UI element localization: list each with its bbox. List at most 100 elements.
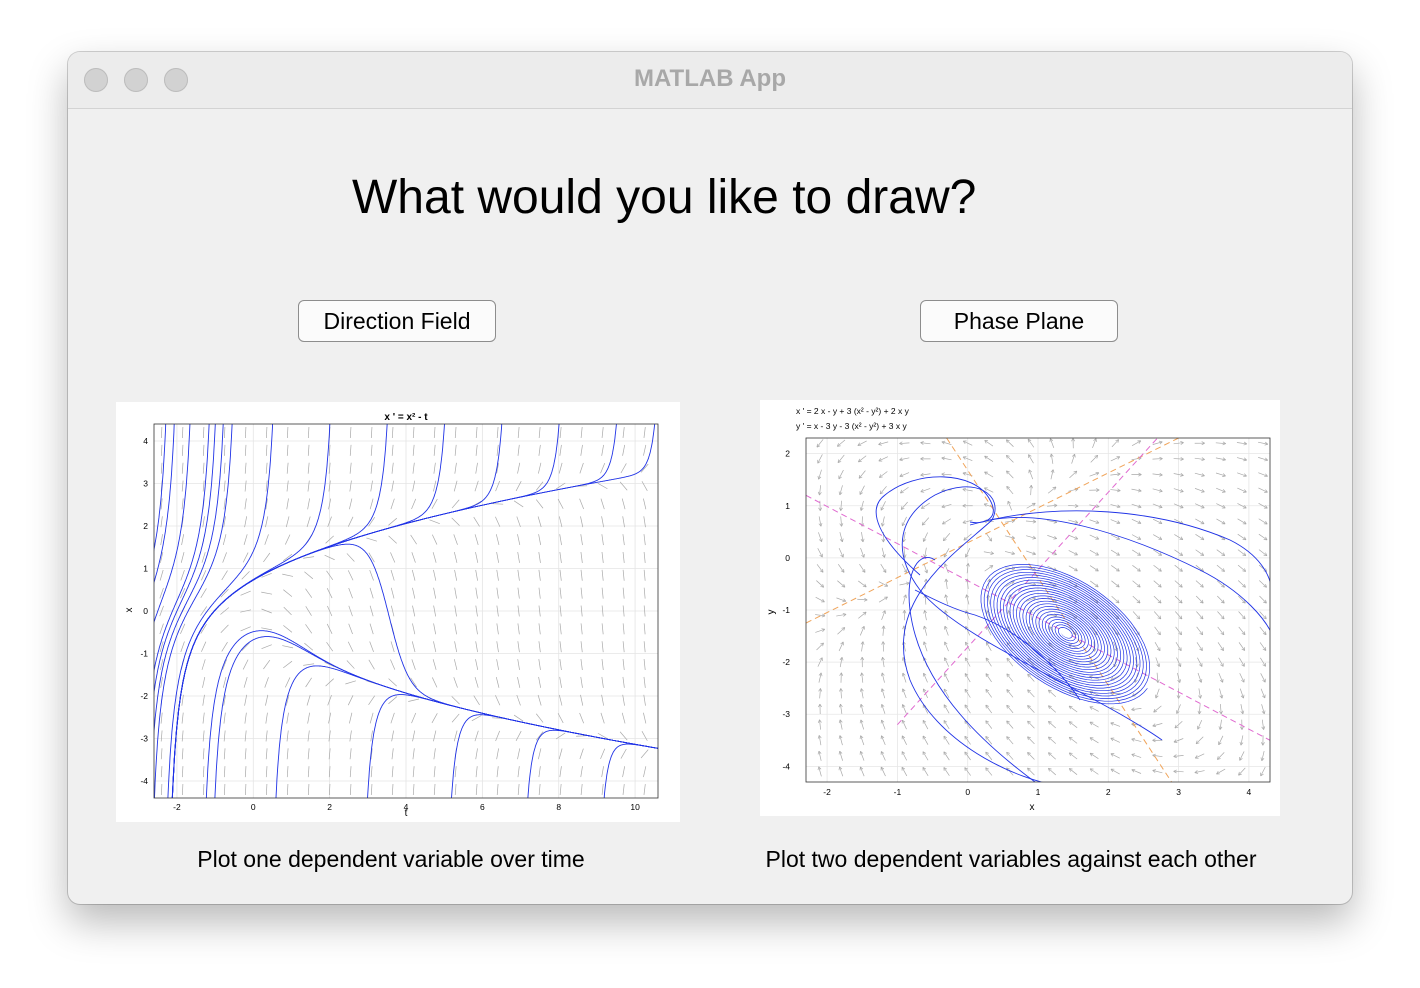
df-slope-arrow <box>306 694 311 706</box>
phase-plane-button[interactable]: Phase Plane <box>920 300 1118 342</box>
df-slope-arrow <box>327 694 332 706</box>
pp-vector-arrow <box>1220 704 1222 715</box>
pp-vector-arrowhead <box>880 735 885 740</box>
df-slope-arrow <box>182 783 184 796</box>
df-slope-arrow <box>348 587 353 599</box>
pp-vector-arrowhead <box>1095 504 1100 509</box>
pp-vector-arrow <box>1195 518 1205 525</box>
df-slope-arrow <box>307 426 310 439</box>
df-slope-arrow <box>261 627 273 631</box>
df-slope-arrow <box>370 766 373 778</box>
pp-vector-arrow <box>1259 626 1267 635</box>
df-slope-arrow <box>471 715 482 722</box>
pp-vector-arrow <box>837 564 845 573</box>
pp-vector-arrow <box>838 641 844 652</box>
df-slope-arrow <box>622 641 625 653</box>
pp-vector-arrowhead <box>840 553 844 558</box>
pp-vector-arrow <box>858 580 867 588</box>
pp-vector-arrowhead <box>1006 751 1010 756</box>
pp-vector-arrow <box>920 473 931 476</box>
zoom-window-button[interactable] <box>164 68 188 92</box>
df-slope-arrow <box>345 680 357 685</box>
df-slope-arrow <box>454 659 458 670</box>
df-slope-arrow <box>433 587 437 599</box>
pp-vector-arrow <box>1240 735 1244 746</box>
df-ytick-label: -3 <box>140 734 148 744</box>
pp-vector-arrow <box>985 673 992 683</box>
pp-vector-arrow <box>1006 767 1014 776</box>
df-slope-arrow <box>370 480 373 492</box>
direction-field-button[interactable]: Direction Field <box>298 300 496 342</box>
df-slope-arrow <box>496 444 499 456</box>
pp-vector-arrowhead <box>1027 752 1031 756</box>
pp-vector-arrow <box>1006 689 1014 698</box>
pp-vector-arrow <box>923 532 928 542</box>
pp-ytick-label: -4 <box>782 761 790 771</box>
pp-vector-arrowhead <box>859 751 864 755</box>
pp-vector-arrowhead <box>1221 568 1225 572</box>
df-slope-arrow <box>411 552 416 563</box>
df-slope-arrow <box>559 569 562 581</box>
pp-vector-arrow <box>857 440 867 446</box>
pp-vector-arrowhead <box>1176 695 1181 699</box>
df-slope-arrow <box>432 659 437 670</box>
pp-vector-arrow <box>878 581 888 587</box>
pp-vector-arrow <box>879 486 887 495</box>
df-slope-arrow <box>410 534 417 545</box>
df-slope-arrow <box>223 694 226 706</box>
pp-vector-arrowhead <box>1158 536 1163 540</box>
pp-vector-arrowhead <box>964 751 968 756</box>
pp-vector-arrowhead <box>942 537 947 542</box>
pp-vector-arrow <box>1239 673 1245 683</box>
df-slope-arrow <box>622 587 625 599</box>
df-slope-arrow <box>454 552 458 563</box>
df-slope-arrow <box>451 517 460 526</box>
pp-vector-arrowhead <box>1095 471 1100 476</box>
df-slope-arrow <box>412 444 415 456</box>
close-window-button[interactable] <box>84 68 108 92</box>
minimize-window-button[interactable] <box>124 68 148 92</box>
df-slope-arrow <box>475 587 478 599</box>
df-slope-arrow <box>328 766 331 778</box>
pp-vector-arrow <box>1047 520 1058 523</box>
df-slope-arrow <box>601 426 604 439</box>
pp-vector-arrowhead <box>1220 631 1225 636</box>
pp-vector-arrowhead <box>818 672 823 677</box>
df-slope-arrow <box>160 676 163 688</box>
df-slope-arrow <box>180 623 186 635</box>
pp-vector-arrow <box>922 720 929 730</box>
df-slope-arrow <box>601 516 605 528</box>
df-slope-arrow <box>261 572 272 578</box>
pp-vector-arrowhead <box>1116 504 1121 509</box>
pp-vector-arrowhead <box>820 642 824 647</box>
df-slope-arrow <box>411 659 416 670</box>
pp-vector-arrowhead <box>1089 737 1094 741</box>
df-slope-arrow <box>643 783 646 796</box>
pp-vector-arrow <box>1068 565 1078 572</box>
pp-vector-arrow <box>1238 642 1246 651</box>
pp-vector-arrowhead <box>962 472 967 476</box>
df-slope-arrow <box>286 730 289 742</box>
pp-vector-arrowhead <box>819 657 823 662</box>
df-slope-arrow <box>369 570 374 581</box>
pp-vector-arrow <box>1197 672 1202 683</box>
pp-vector-arrow <box>1028 626 1034 636</box>
pp-vector-arrow <box>1027 767 1035 776</box>
df-xtick-label: 6 <box>480 802 485 812</box>
df-slope-arrow <box>391 426 394 439</box>
df-slope-arrow <box>601 534 604 546</box>
pp-vector-arrowhead <box>1115 439 1120 443</box>
pp-vector-arrowhead <box>1242 536 1247 541</box>
df-xtick-label: 8 <box>556 802 561 812</box>
pp-vector-arrowhead <box>1262 678 1266 683</box>
pp-vector-arrowhead <box>841 583 846 588</box>
pp-vector-arrow <box>1152 503 1163 508</box>
pp-vector-arrow <box>839 657 843 668</box>
df-xtick-label: -2 <box>173 802 181 812</box>
df-ytick-label: 3 <box>143 479 148 489</box>
df-slope-arrow <box>601 676 604 688</box>
pp-vector-arrowhead <box>1137 552 1141 556</box>
pp-vector-arrowhead <box>1200 536 1205 541</box>
pp-vector-arrow <box>1173 503 1184 509</box>
pp-vector-arrow <box>1175 642 1182 651</box>
